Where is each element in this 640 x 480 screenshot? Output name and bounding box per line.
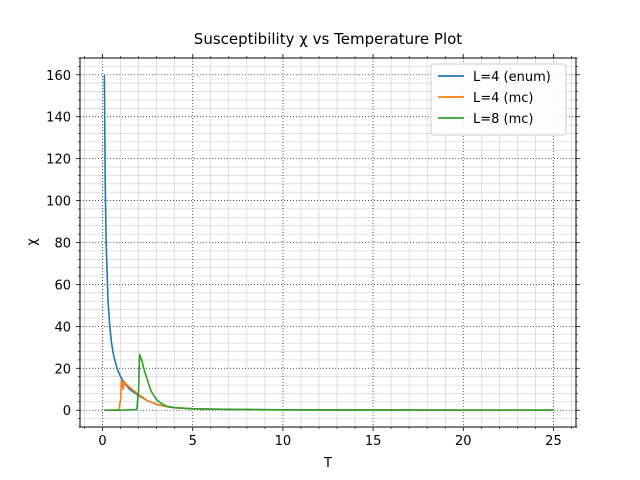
legend-label: L=8 (mc)	[473, 112, 534, 127]
legend-box	[430, 63, 567, 136]
x-tick-label: 5	[189, 434, 197, 449]
y-tick-label: 60	[54, 278, 71, 293]
x-axis-label: T	[323, 456, 332, 471]
x-tick-label: 20	[455, 434, 472, 449]
y-tick-label: 40	[54, 320, 71, 335]
y-tick-label: 80	[54, 237, 71, 252]
legend-label: L=4 (enum)	[473, 70, 551, 85]
y-tick-label: 100	[46, 195, 71, 210]
y-tick-label: 120	[46, 153, 71, 168]
y-tick-label: 160	[46, 69, 71, 84]
x-tick-label: 15	[365, 434, 382, 449]
y-tick-label: 140	[46, 111, 71, 126]
y-tick-label: 0	[63, 404, 71, 419]
y-axis-label: χ	[25, 238, 40, 246]
series-line-3	[104, 353, 554, 412]
series-layer	[103, 74, 554, 412]
x-tick-label: 25	[545, 434, 562, 449]
ticks-layer: 0 5 10 15 20 25 0 20 40 60 80 100 120 140 160	[46, 54, 580, 449]
y-tick-label: 20	[54, 362, 71, 377]
chart-title: Susceptibility χ vs Temperature Plot	[194, 30, 463, 48]
legend-label: L=4 (mc)	[473, 91, 534, 106]
legend: L=4 (enum) L=4 (mc) L=8 (mc)	[430, 63, 567, 136]
x-tick-label: 10	[275, 434, 292, 449]
x-tick-label: 0	[98, 434, 106, 449]
